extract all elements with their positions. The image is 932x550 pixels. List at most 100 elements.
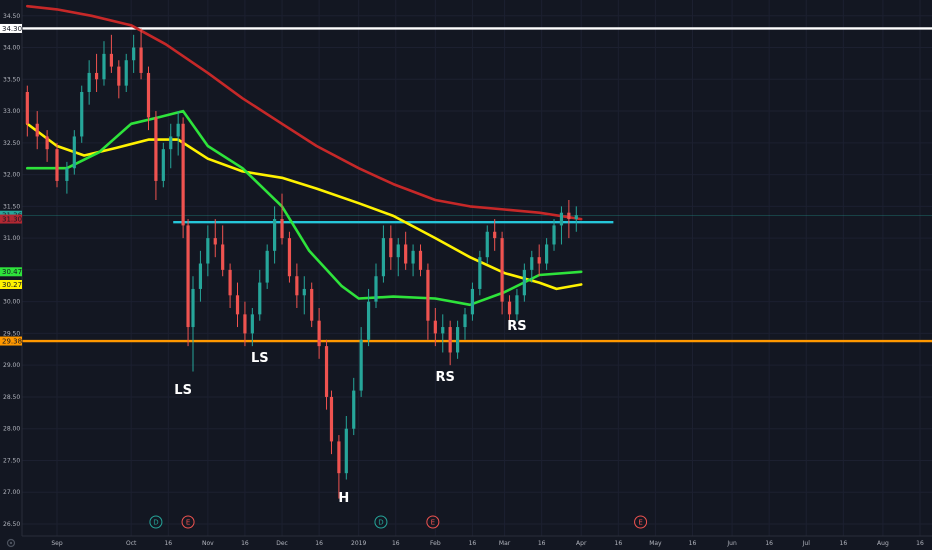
candle[interactable] [404, 231, 408, 270]
candle[interactable] [559, 206, 564, 245]
moving-average-line[interactable] [25, 4, 583, 221]
candle[interactable] [500, 231, 504, 315]
candle[interactable] [344, 415, 348, 480]
candle[interactable] [169, 123, 173, 169]
candle[interactable] [221, 225, 225, 277]
x-tick-label: 16 [689, 540, 697, 547]
candle[interactable] [441, 314, 445, 353]
candle-body [470, 288, 475, 315]
candle[interactable] [478, 250, 482, 296]
candle-body [228, 269, 232, 296]
candle[interactable] [337, 435, 341, 499]
candle[interactable] [411, 244, 415, 277]
candle-body [411, 250, 415, 264]
candle[interactable] [485, 225, 489, 264]
candle[interactable] [359, 327, 363, 397]
candle[interactable] [235, 282, 240, 328]
candle[interactable] [381, 225, 386, 283]
candle[interactable] [109, 34, 114, 73]
candle-body [567, 212, 571, 220]
candle[interactable] [295, 263, 299, 308]
candle[interactable] [463, 307, 467, 340]
candle[interactable] [250, 307, 254, 347]
x-tick-label: Apr [576, 540, 587, 547]
candle[interactable] [161, 142, 165, 188]
candle[interactable] [176, 111, 180, 156]
candle[interactable] [552, 219, 556, 251]
candle[interactable] [302, 276, 306, 315]
candle[interactable] [317, 307, 321, 359]
candle[interactable] [35, 111, 39, 150]
candle-body [310, 288, 314, 321]
candle[interactable] [574, 206, 578, 232]
candle-body [433, 320, 437, 334]
event-marker[interactable]: E [634, 515, 648, 529]
candle[interactable] [280, 193, 284, 245]
candle[interactable] [102, 41, 106, 86]
event-marker[interactable]: D [149, 515, 163, 529]
candle[interactable] [228, 263, 232, 308]
candle[interactable] [287, 231, 292, 283]
candle[interactable] [433, 307, 437, 347]
candle[interactable] [310, 282, 314, 328]
candle[interactable] [515, 288, 519, 321]
candle[interactable] [25, 85, 29, 137]
candle[interactable] [146, 66, 151, 131]
candle[interactable] [324, 339, 329, 410]
candle[interactable] [265, 244, 269, 289]
candle[interactable] [352, 377, 356, 436]
candle[interactable] [139, 28, 143, 80]
candle[interactable] [206, 225, 210, 277]
candle[interactable] [45, 130, 49, 162]
candle[interactable] [426, 263, 430, 340]
candle[interactable] [117, 60, 121, 99]
event-marker[interactable]: E [426, 515, 440, 529]
candle[interactable] [530, 250, 534, 283]
moving-average-line[interactable] [25, 109, 583, 307]
x-tick-label: Nov [202, 540, 214, 547]
settings-gear-icon[interactable] [6, 538, 16, 548]
candle[interactable] [396, 238, 400, 277]
candle[interactable] [55, 142, 59, 188]
price-label-bg [0, 267, 22, 277]
candle[interactable] [87, 60, 91, 105]
candle[interactable] [455, 320, 460, 359]
candle[interactable] [181, 117, 185, 239]
candle[interactable] [507, 295, 512, 328]
candle[interactable] [65, 161, 69, 194]
candle[interactable] [567, 199, 571, 239]
candles [25, 28, 578, 499]
candle[interactable] [522, 263, 526, 302]
candle-body [25, 91, 29, 124]
candle[interactable] [80, 85, 84, 143]
event-marker[interactable]: E [181, 515, 195, 529]
candle[interactable] [132, 34, 136, 73]
candle[interactable] [418, 244, 423, 277]
candle[interactable] [72, 130, 76, 175]
candle[interactable] [329, 390, 334, 455]
candle[interactable] [470, 282, 475, 321]
candle[interactable] [191, 276, 195, 372]
candle[interactable] [374, 263, 378, 308]
event-marker[interactable]: D [374, 515, 388, 529]
candle[interactable] [537, 244, 541, 277]
candle[interactable] [366, 288, 371, 347]
candle-body [102, 53, 106, 80]
candle[interactable] [273, 206, 277, 264]
candle[interactable] [243, 301, 247, 347]
candle[interactable] [154, 111, 158, 200]
candle[interactable] [545, 238, 549, 270]
candle[interactable] [493, 219, 497, 251]
candle[interactable] [448, 320, 452, 366]
candle[interactable] [258, 269, 262, 321]
candle[interactable] [124, 53, 128, 92]
candle[interactable] [94, 53, 99, 92]
candle[interactable] [198, 250, 203, 302]
candle-body [396, 244, 400, 258]
candle-body [191, 288, 195, 328]
candle[interactable] [186, 219, 190, 347]
candle[interactable] [389, 225, 393, 270]
candle[interactable] [213, 219, 217, 258]
moving-average-line[interactable] [25, 122, 583, 291]
